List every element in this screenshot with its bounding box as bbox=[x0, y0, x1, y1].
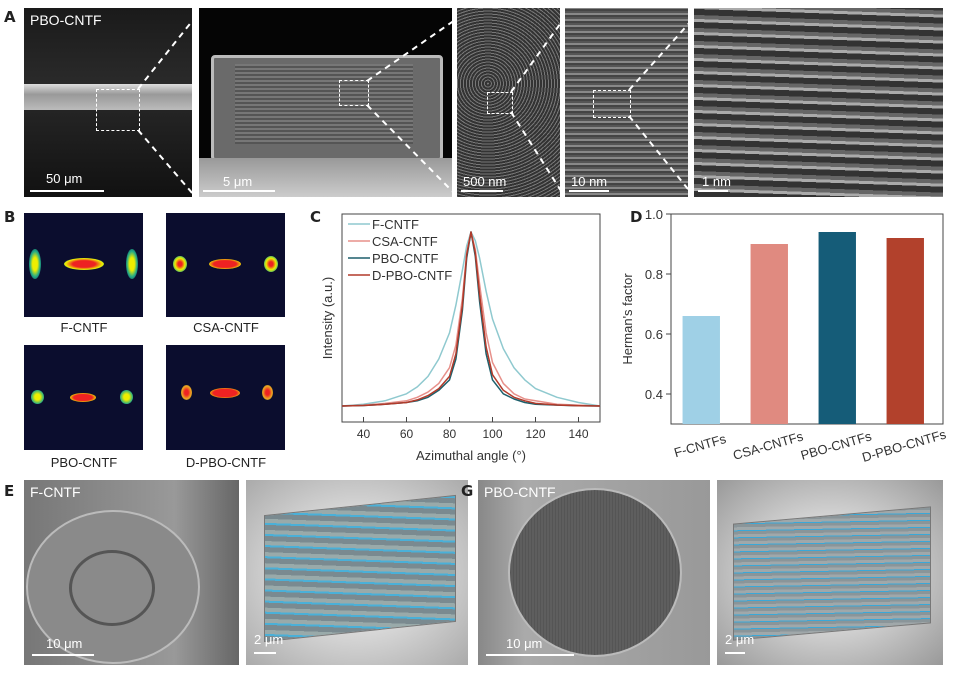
x-tick-label: 40 bbox=[357, 427, 371, 441]
plot-frame bbox=[341, 213, 601, 423]
bar-d-pbo-cntfs bbox=[886, 238, 924, 424]
tem-image-mid: 10 nm bbox=[565, 8, 688, 197]
y-tick-label: 1.0 bbox=[645, 207, 663, 222]
panel-label-d: D bbox=[630, 208, 643, 226]
series-line-d-pbo-cntf bbox=[341, 231, 601, 407]
y-tick-label: 0.8 bbox=[645, 267, 663, 282]
scale-bar-label: 2 μm bbox=[254, 632, 284, 647]
saxs-pattern-pbo-cntf bbox=[24, 345, 143, 450]
scale-bar-label: 1 nm bbox=[702, 174, 731, 189]
x-tick-label: 140 bbox=[568, 427, 588, 441]
sem-fiber-image: PBO-CNTF 50 μm bbox=[24, 8, 192, 197]
saxs-pattern-csa-cntf bbox=[166, 213, 285, 317]
y-axis-label: Intensity (a.u.) bbox=[320, 277, 335, 359]
scale-bar bbox=[30, 190, 104, 192]
x-axis-label: Azimuthal angle (°) bbox=[416, 448, 526, 463]
y-tick-label: 0.4 bbox=[645, 387, 663, 402]
legend-label: PBO-CNTF bbox=[372, 251, 439, 266]
x-tick-label: 80 bbox=[443, 427, 457, 441]
scale-bar bbox=[486, 654, 574, 656]
saxs-pattern-f-cntf bbox=[24, 213, 143, 317]
bar-csa-cntfs bbox=[750, 244, 788, 424]
scale-bar bbox=[698, 190, 728, 192]
zoom-guide-lines bbox=[137, 19, 693, 195]
legend-label: F-CNTF bbox=[372, 217, 419, 232]
fib-lamella-image: 5 μm bbox=[199, 8, 452, 197]
scale-bar bbox=[254, 652, 276, 654]
x-tick-label: CSA-CNTFs bbox=[731, 428, 805, 462]
scale-bar-label: 2 μm bbox=[725, 632, 755, 647]
panel-label-b: B bbox=[4, 208, 16, 226]
y-tick-label: 0.6 bbox=[645, 327, 663, 342]
scale-bar bbox=[203, 190, 275, 192]
pattern-caption: F-CNTF bbox=[60, 320, 108, 335]
tem-image-low: 500 nm bbox=[457, 8, 560, 197]
panel-label-c: C bbox=[310, 208, 322, 226]
pattern-caption: D-PBO-CNTF bbox=[185, 455, 267, 470]
scale-bar bbox=[569, 190, 609, 192]
azimuthal-intensity-chart: 40 60 80 100 120 140 Azimuthal angle (°) Intens… bbox=[320, 213, 601, 463]
pattern-caption: PBO-CNTF bbox=[50, 455, 118, 470]
tomography-3d-f-cntf: 2 μm bbox=[246, 480, 468, 665]
sample-label: F-CNTF bbox=[30, 484, 81, 500]
legend-label: CSA-CNTF bbox=[372, 234, 438, 249]
scale-bar bbox=[725, 652, 745, 654]
hermans-factor-chart: 0.4 0.6 0.8 1.0 Herman's factor F-CNTFs CSA-CN… bbox=[620, 207, 948, 465]
bar-f-cntfs bbox=[682, 316, 720, 424]
legend-label: D-PBO-CNTF bbox=[372, 268, 452, 283]
plot-frame bbox=[670, 213, 944, 425]
sample-label: PBO-CNTF bbox=[30, 12, 102, 28]
scale-bar bbox=[32, 654, 94, 656]
scale-bar-label: 10 μm bbox=[46, 636, 83, 651]
scale-bar-label: 500 nm bbox=[463, 174, 507, 189]
x-tick-label: 60 bbox=[400, 427, 414, 441]
x-tick-label: D-PBO-CNTFs bbox=[860, 426, 948, 464]
panel-label-e: E bbox=[4, 482, 15, 500]
tomography-3d-pbo-cntf: 2 μm bbox=[717, 480, 943, 665]
x-tick-label: 100 bbox=[482, 427, 502, 441]
scale-bar-label: 10 nm bbox=[571, 174, 608, 189]
scale-bar-label: 10 μm bbox=[506, 636, 543, 651]
saxs-pattern-d-pbo-cntf bbox=[166, 345, 285, 450]
sem-cross-section-pbo-cntf: PBO-CNTF 10 μm bbox=[478, 480, 710, 665]
panel-label-a: A bbox=[4, 8, 16, 26]
y-axis-label: Herman's factor bbox=[620, 273, 635, 365]
x-tick-label: 120 bbox=[525, 427, 545, 441]
panel-label-g: G bbox=[461, 482, 474, 500]
bar-pbo-cntfs bbox=[818, 232, 856, 424]
x-tick-label: F-CNTFs bbox=[672, 431, 728, 460]
scale-bar-label: 50 μm bbox=[46, 171, 83, 186]
scale-bar-label: 5 μm bbox=[223, 174, 253, 189]
hrtem-image: 1 nm bbox=[694, 8, 943, 197]
pattern-caption: CSA-CNTF bbox=[193, 320, 259, 335]
scale-bar bbox=[461, 190, 503, 192]
sem-cross-section-f-cntf: F-CNTF 10 μm bbox=[24, 480, 239, 665]
sample-label: PBO-CNTF bbox=[484, 484, 556, 500]
